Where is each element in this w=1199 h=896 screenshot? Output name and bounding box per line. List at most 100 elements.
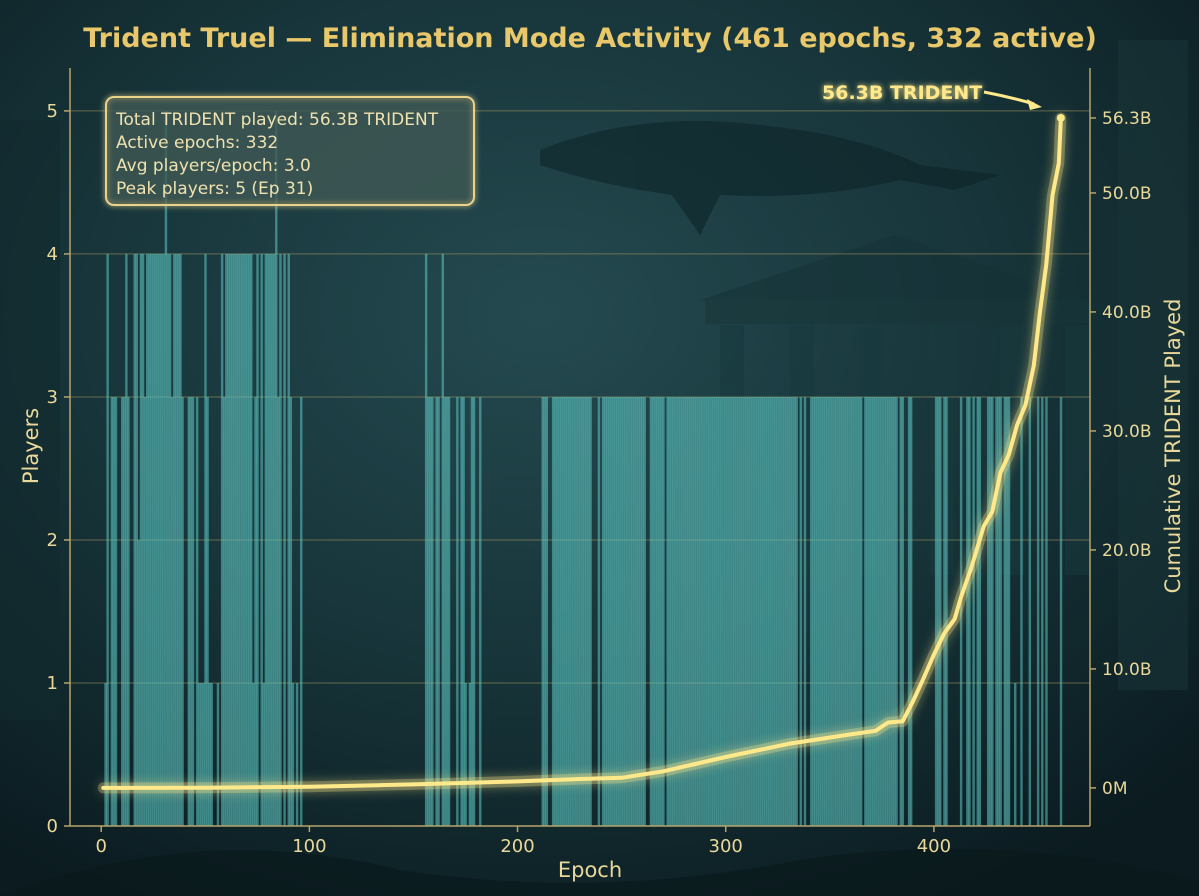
epoch-bar [191, 396, 195, 826]
epoch-bar [639, 396, 642, 826]
epoch-bar [757, 396, 761, 826]
epoch-bar [712, 396, 715, 826]
epoch-bar [893, 396, 896, 826]
y2-tick-label: 56.3B [1102, 109, 1152, 129]
y2-tick-label: 20.0B [1102, 541, 1152, 561]
epoch-bar [145, 253, 149, 826]
epoch-bar [855, 396, 859, 826]
epoch-bar [1045, 396, 1048, 826]
epoch-bar [195, 396, 199, 826]
epoch-bar [782, 396, 786, 826]
epoch-bar [697, 396, 701, 826]
epoch-bar [125, 253, 128, 826]
epoch-bar [121, 396, 124, 826]
epoch-bar [133, 253, 136, 826]
epoch-bar [170, 396, 174, 826]
epoch-bar [768, 396, 771, 826]
epoch-bar [774, 396, 778, 826]
epoch-bar [287, 253, 290, 826]
epoch-bar [747, 396, 751, 826]
epoch-bar [778, 396, 782, 826]
epoch-bar [179, 253, 182, 826]
epoch-bar [666, 396, 669, 826]
epoch-bar [1036, 396, 1040, 826]
epoch-bar [728, 396, 732, 826]
stats-line-total: Total TRIDENT played: 56.3B TRIDENT [115, 110, 439, 130]
epoch-bar [826, 396, 830, 826]
epoch-bar [866, 396, 869, 826]
epoch-bar [882, 396, 886, 826]
epoch-bar [441, 253, 445, 826]
epoch-bar [835, 396, 838, 826]
x-tick-label: 200 [500, 836, 534, 857]
epoch-bar [158, 253, 161, 826]
epoch-bar [839, 396, 842, 826]
epoch-bar [545, 396, 549, 826]
y2-axis-label: Cumulative TRIDENT Played [1161, 299, 1185, 594]
epoch-bar [427, 396, 430, 826]
epoch-bar [939, 396, 942, 826]
stats-line-peak: Peak players: 5 (Ep 31) [116, 179, 313, 199]
epoch-bar [830, 396, 834, 826]
epoch-bar [755, 396, 759, 826]
epoch-bar [225, 253, 228, 826]
epoch-bar [989, 396, 992, 826]
epoch-bar [235, 253, 238, 826]
epoch-bar [676, 396, 680, 826]
stats-line-active: Active epochs: 332 [116, 133, 278, 153]
epoch-bar [753, 396, 757, 826]
epoch-bar [716, 396, 719, 826]
cumulative-line [101, 116, 1063, 790]
y-tick-label: 1 [47, 673, 58, 694]
epoch-bar [553, 396, 557, 826]
epoch-bar [162, 253, 166, 826]
epoch-bar [237, 253, 241, 826]
y2-tick-label: 30.0B [1102, 422, 1152, 442]
epoch-bar [175, 253, 178, 826]
epoch-bar [864, 396, 867, 826]
epoch-bar [628, 396, 632, 826]
epoch-bar [643, 396, 646, 826]
epoch-bar [216, 682, 220, 826]
epoch-bar [270, 253, 274, 826]
epoch-bar [266, 253, 270, 826]
epoch-bar [880, 396, 884, 826]
epoch-bar [986, 396, 990, 826]
epoch-bar [227, 253, 230, 826]
epoch-bar [995, 396, 998, 826]
epoch-bar [895, 396, 898, 826]
epoch-bar [154, 253, 157, 826]
epoch-bar [655, 396, 659, 826]
epoch-bar [899, 396, 902, 826]
epoch-bar [633, 396, 636, 826]
y2-tick-label: 50.0B [1102, 184, 1152, 204]
epoch-bar [558, 396, 561, 826]
epoch-bar [776, 396, 780, 826]
epoch-bar [785, 396, 788, 826]
epoch-bar [541, 396, 544, 826]
epoch-bar [622, 396, 626, 826]
epoch-bar [114, 396, 118, 826]
epoch-bar [443, 396, 447, 826]
x-tick-label: 300 [709, 836, 743, 857]
epoch-bar [966, 396, 969, 826]
epoch-bar [223, 396, 226, 826]
epoch-bar [250, 253, 253, 826]
epoch-bar [658, 396, 661, 826]
y2-tick-label: 0M [1102, 779, 1127, 799]
epoch-bar [472, 396, 476, 826]
epoch-bar [424, 253, 428, 826]
epoch-bar [208, 682, 211, 826]
epoch-bar [803, 396, 807, 826]
player-bars [104, 110, 1063, 827]
epoch-bar [135, 253, 139, 826]
epoch-bar [435, 396, 438, 826]
epoch-bar [772, 396, 775, 826]
epoch-bar [741, 396, 744, 826]
epoch-bar [691, 396, 694, 826]
epoch-bar [252, 682, 255, 826]
cumulative-line-group [97, 112, 1067, 794]
epoch-bar [616, 396, 619, 826]
epoch-bar [239, 253, 243, 826]
